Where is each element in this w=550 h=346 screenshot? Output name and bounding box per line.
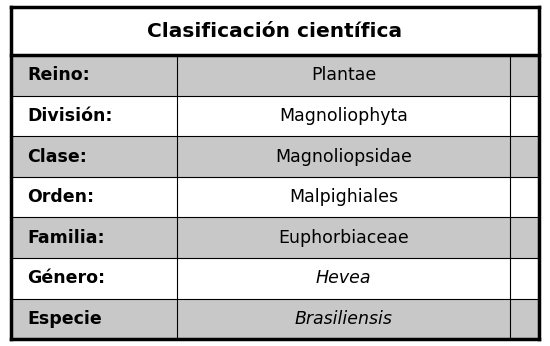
Text: Clase:: Clase: xyxy=(28,147,87,165)
Bar xyxy=(11,7,539,55)
Text: Especie: Especie xyxy=(28,310,102,328)
Text: Reino:: Reino: xyxy=(28,66,90,84)
Text: Familia:: Familia: xyxy=(28,229,105,247)
Text: Hevea: Hevea xyxy=(316,269,371,287)
Text: División:: División: xyxy=(28,107,113,125)
Text: Magnoliopsidae: Magnoliopsidae xyxy=(275,147,412,165)
Text: Clasificación científica: Clasificación científica xyxy=(147,21,403,40)
Text: Malpighiales: Malpighiales xyxy=(289,188,398,206)
Text: Plantae: Plantae xyxy=(311,66,376,84)
Bar xyxy=(11,136,539,177)
Text: Orden:: Orden: xyxy=(28,188,95,206)
Bar xyxy=(11,299,539,339)
Bar xyxy=(11,177,539,217)
Text: Magnoliophyta: Magnoliophyta xyxy=(279,107,408,125)
Bar xyxy=(11,217,539,258)
Bar xyxy=(11,95,539,136)
Text: Género:: Género: xyxy=(28,269,106,287)
Text: Euphorbiaceae: Euphorbiaceae xyxy=(278,229,409,247)
Bar xyxy=(11,55,539,95)
Bar xyxy=(11,258,539,299)
Text: Brasiliensis: Brasiliensis xyxy=(295,310,393,328)
